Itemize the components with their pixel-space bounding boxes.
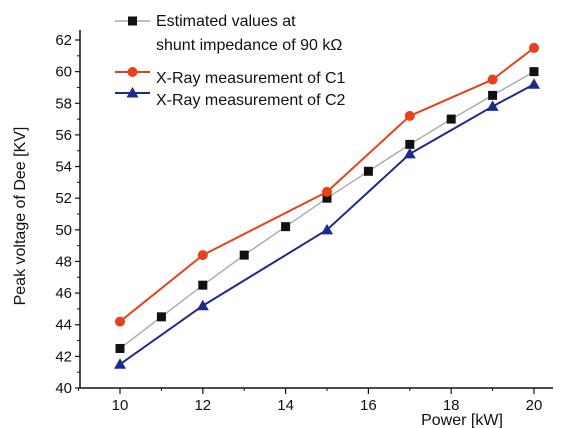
marker-circle bbox=[127, 67, 138, 77]
legend-label: shunt impedance of 90 kΩ bbox=[156, 37, 342, 54]
plot-area bbox=[114, 42, 540, 369]
legend-item-2: X-Ray measurement of C1 bbox=[115, 67, 346, 87]
marker-circle bbox=[487, 74, 498, 85]
marker-triangle bbox=[126, 87, 139, 98]
x-tick-label: 10 bbox=[112, 397, 129, 414]
marker-square bbox=[156, 312, 166, 322]
series-line bbox=[119, 47, 535, 323]
legend-label: X-Ray measurement of C1 bbox=[156, 70, 346, 87]
y-tick-label: 50 bbox=[55, 222, 72, 239]
series-3 bbox=[114, 78, 540, 369]
y-tick-label: 46 bbox=[55, 285, 72, 302]
x-tick-label: 16 bbox=[360, 397, 377, 414]
marker-triangle bbox=[114, 358, 126, 369]
marker-square bbox=[281, 222, 291, 232]
marker-square bbox=[115, 343, 125, 353]
axes: 40 42 44 46 48 50 52 54 56 58 60 62 10 12 14 16 18 20 bbox=[55, 30, 553, 414]
x-axis-title: Power [kW] bbox=[421, 412, 503, 428]
marker-circle bbox=[529, 42, 539, 53]
marker-square bbox=[322, 193, 332, 203]
legend-item-1: Estimated values at shunt impedance of 90… bbox=[115, 13, 342, 54]
marker-square bbox=[363, 166, 373, 176]
y-tick-label: 48 bbox=[55, 253, 72, 270]
series-line bbox=[119, 71, 535, 350]
x-tick-label: 12 bbox=[194, 397, 211, 414]
marker-square bbox=[446, 114, 456, 124]
marker-circle bbox=[115, 316, 125, 327]
legend: Estimated values at shunt impedance of 90… bbox=[115, 13, 346, 109]
y-tick-label: 56 bbox=[55, 127, 72, 144]
marker-square bbox=[529, 67, 539, 77]
y-axis-title: Peak voltage of Dee [KV] bbox=[12, 127, 29, 306]
series-2 bbox=[115, 42, 539, 327]
legend-label: Estimated values at bbox=[156, 13, 296, 30]
y-tick-label: 44 bbox=[55, 317, 72, 334]
y-tick-label: 54 bbox=[55, 159, 72, 176]
marker-square bbox=[239, 250, 249, 260]
marker-circle bbox=[404, 110, 415, 121]
marker-circle bbox=[197, 250, 208, 261]
x-tick-label: 18 bbox=[443, 397, 460, 414]
marker-square bbox=[405, 139, 415, 149]
legend-item-3: X-Ray measurement of C2 bbox=[115, 87, 346, 109]
marker-triangle bbox=[486, 100, 499, 111]
y-tick-label: 60 bbox=[55, 64, 72, 81]
series-1 bbox=[115, 67, 539, 353]
y-tick-label: 62 bbox=[55, 32, 72, 49]
marker-square bbox=[198, 280, 208, 290]
marker-triangle bbox=[196, 299, 209, 311]
series-line bbox=[119, 83, 535, 366]
marker-square bbox=[488, 90, 498, 100]
x-tick-label: 14 bbox=[277, 397, 294, 414]
legend-label: X-Ray measurement of C2 bbox=[156, 92, 346, 109]
y-tick-label: 58 bbox=[55, 95, 72, 112]
y-tick-label: 42 bbox=[55, 348, 72, 365]
marker-triangle bbox=[528, 78, 540, 89]
marker-circle bbox=[322, 186, 332, 197]
x-tick-label: 20 bbox=[526, 397, 543, 414]
y-tick-label: 52 bbox=[55, 190, 72, 207]
marker-triangle bbox=[321, 223, 333, 235]
marker-square bbox=[128, 16, 137, 26]
y-tick-label: 40 bbox=[55, 380, 72, 397]
marker-triangle bbox=[403, 147, 416, 159]
